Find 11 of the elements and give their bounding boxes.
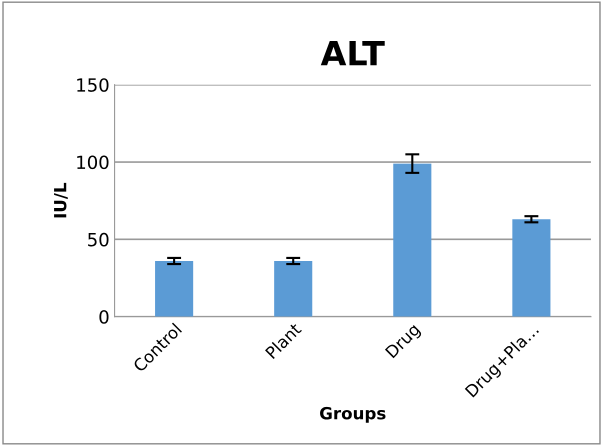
x-axis-title: Groups xyxy=(320,406,386,423)
bar xyxy=(393,164,432,317)
bar xyxy=(155,261,194,317)
chart-title: ALT xyxy=(320,40,385,66)
y-tick-label: 0 xyxy=(99,310,109,324)
y-tick-label: 150 xyxy=(77,78,109,92)
bar xyxy=(274,261,312,317)
y-axis-title: IU/L xyxy=(54,182,68,218)
bar xyxy=(512,219,550,317)
y-tick-label: 50 xyxy=(88,232,109,246)
y-tick-label: 100 xyxy=(77,156,109,170)
